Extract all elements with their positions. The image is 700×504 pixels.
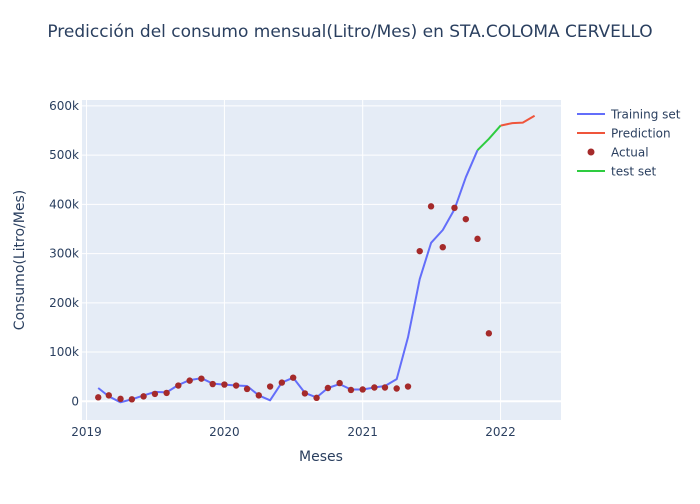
actual-point — [175, 382, 182, 389]
x-axis-ticks: 2019 2020 2021 2022 — [71, 425, 516, 439]
legend-label-training-set[interactable]: Training set — [610, 108, 681, 122]
y-axis-title: Consumo(Litro/Mes) — [12, 190, 28, 330]
actual-point — [313, 394, 320, 402]
legend-label-actual[interactable]: Actual — [611, 146, 649, 160]
actual-point — [95, 394, 102, 401]
actual-point — [232, 382, 240, 389]
actual-point — [474, 235, 481, 243]
actual-point — [439, 244, 446, 251]
actual-point — [451, 204, 458, 212]
actual-point — [105, 392, 113, 399]
actual-point — [209, 380, 216, 388]
actual-point — [289, 374, 297, 381]
series-markers — [95, 203, 493, 403]
legend-label-prediction[interactable]: Prediction — [611, 127, 671, 141]
actual-point — [336, 379, 343, 387]
actual-point — [221, 381, 228, 388]
actual-point — [140, 393, 147, 400]
x-tick-label: 2022 — [485, 425, 516, 439]
y-tick-label: 200k — [49, 296, 79, 310]
actual-point — [301, 390, 309, 397]
x-tick-label: 2019 — [71, 425, 102, 439]
y-tick-label: 400k — [49, 197, 79, 211]
y-tick-label: 300k — [49, 247, 79, 261]
actual-point — [347, 386, 355, 394]
x-gridlines — [86, 100, 502, 420]
actual-point — [151, 390, 159, 398]
actual-point — [266, 383, 274, 390]
training-set-line — [97, 149, 479, 404]
actual-point — [324, 384, 332, 392]
actual-point — [255, 392, 262, 399]
legend: Training set Prediction Actual test set — [577, 108, 681, 179]
actual-point — [462, 215, 470, 223]
series-lines — [97, 114, 536, 404]
prediction-line — [500, 114, 536, 127]
y-gridlines — [82, 105, 561, 403]
legend-swatch-actual[interactable] — [587, 148, 595, 156]
actual-point — [163, 389, 170, 397]
y-tick-label: 600k — [49, 99, 79, 113]
legend-label-test-set[interactable]: test set — [611, 165, 656, 179]
y-axis-ticks: 0 100k 200k 300k 400k 500k 600k — [49, 99, 79, 408]
plot-area — [82, 100, 561, 420]
actual-point — [243, 385, 251, 393]
actual-point — [198, 375, 205, 382]
test-set-line — [476, 124, 502, 151]
actual-point — [186, 377, 193, 384]
actual-point — [371, 384, 378, 391]
actual-point — [404, 383, 412, 390]
actual-point — [427, 203, 435, 210]
actual-point — [128, 396, 136, 403]
actual-point — [381, 384, 389, 391]
chart-title: Predicción del consumo mensual(Litro/Mes… — [47, 22, 652, 42]
y-tick-label: 500k — [49, 148, 79, 162]
x-tick-label: 2021 — [347, 425, 378, 439]
actual-point — [359, 386, 366, 393]
actual-point — [485, 330, 493, 337]
y-tick-label: 100k — [49, 345, 79, 359]
y-tick-label: 0 — [71, 394, 79, 408]
actual-point — [393, 385, 400, 392]
actual-point — [416, 247, 423, 255]
actual-point — [278, 379, 286, 386]
x-axis-title: Meses — [299, 449, 343, 465]
x-tick-label: 2020 — [209, 425, 240, 439]
actual-point — [117, 395, 124, 403]
